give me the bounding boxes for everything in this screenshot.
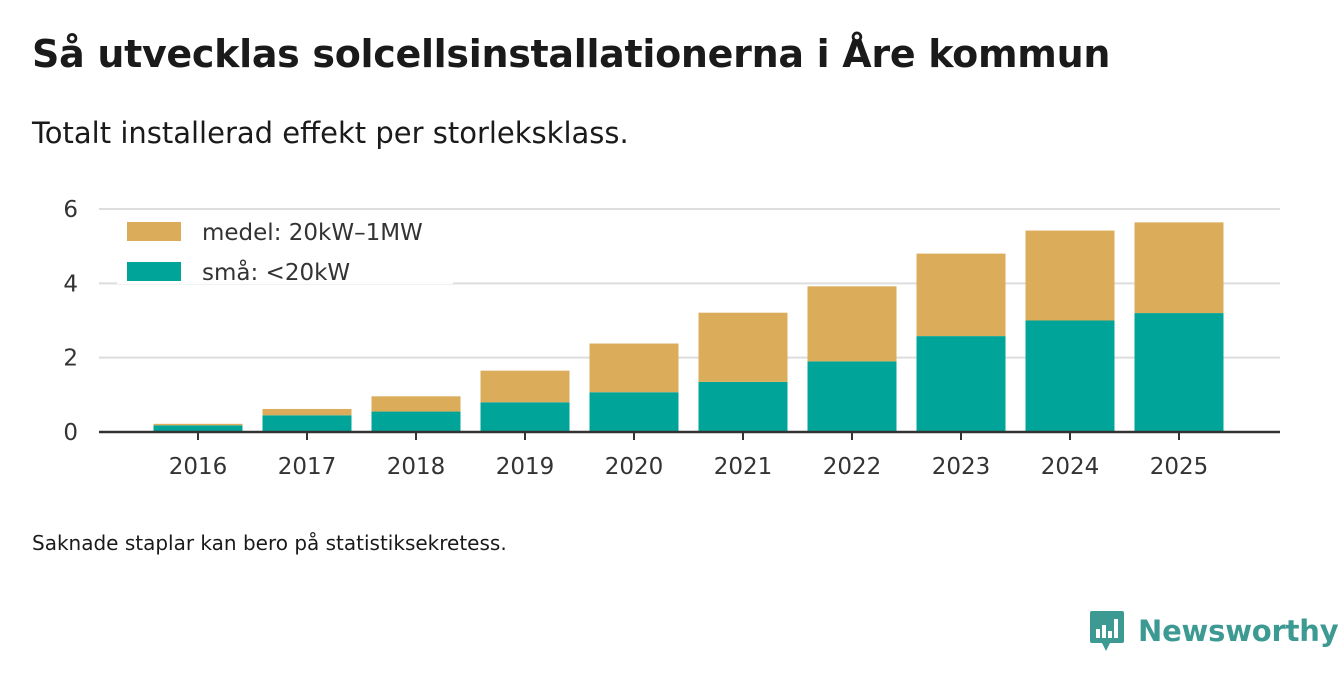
bars <box>153 222 1224 432</box>
bar-medium-2021 <box>698 312 788 382</box>
x-tick-label: 2017 <box>278 454 337 480</box>
legend-swatch-medium <box>127 222 181 241</box>
legend: medel: 20kW–1MW små: <20kW <box>117 212 453 286</box>
newsworthy-logo-icon <box>1090 611 1124 651</box>
bar-medium-2018 <box>371 396 461 412</box>
bar-small-2018 <box>371 411 461 432</box>
y-tick-label: 0 <box>63 420 78 446</box>
bar-medium-2024 <box>1025 230 1115 321</box>
bar-medium-2020 <box>589 343 679 393</box>
bar-small-2025 <box>1134 313 1224 432</box>
x-axis-ticks: 2016 2017 2018 2019 2020 2021 2022 2023 2024 2025 <box>169 432 1209 480</box>
bar-small-2017 <box>262 415 352 432</box>
footnote: Saknade staplar kan bero på statistiksek… <box>32 531 507 555</box>
y-tick-label: 2 <box>63 346 78 372</box>
brand-name: Newsworthy <box>1138 614 1339 648</box>
x-tick-label: 2024 <box>1041 454 1100 480</box>
x-tick-label: 2025 <box>1150 454 1209 480</box>
bar-small-2020 <box>589 392 679 432</box>
x-tick-label: 2018 <box>387 454 446 480</box>
bar-medium-2017 <box>262 408 352 416</box>
x-tick-label: 2022 <box>823 454 882 480</box>
bar-medium-2022 <box>807 286 897 362</box>
bar-medium-2019 <box>480 370 570 403</box>
y-tick-label: 4 <box>63 271 78 297</box>
bar-chart: 0 2 4 6 2016 2017 2018 2019 2020 2021 2022 2023 202… <box>63 197 1280 480</box>
x-tick-label: 2021 <box>714 454 773 480</box>
x-tick-label: 2020 <box>605 454 664 480</box>
y-axis-ticks: 0 2 4 6 <box>63 197 78 446</box>
x-tick-label: 2019 <box>496 454 555 480</box>
y-tick-label: 6 <box>63 197 78 223</box>
bar-small-2023 <box>916 336 1006 432</box>
bar-small-2022 <box>807 361 897 432</box>
legend-label-small: små: <20kW <box>202 258 350 286</box>
bar-small-2019 <box>480 402 570 432</box>
brand-logo[interactable]: Newsworthy <box>1088 609 1339 653</box>
x-tick-label: 2016 <box>169 454 228 480</box>
x-tick-label: 2023 <box>932 454 991 480</box>
legend-swatch-small <box>127 262 181 281</box>
bar-small-2021 <box>698 381 788 432</box>
bar-small-2016 <box>153 425 243 432</box>
bar-small-2024 <box>1025 320 1115 432</box>
bar-medium-2016 <box>153 423 243 426</box>
bar-medium-2023 <box>916 253 1006 337</box>
bar-medium-2025 <box>1134 222 1224 314</box>
chart-subtitle: Totalt installerad effekt per storlekskl… <box>32 116 629 150</box>
chart-title: Så utvecklas solcellsinstallationerna i … <box>32 32 1111 76</box>
legend-label-medium: medel: 20kW–1MW <box>202 220 423 246</box>
